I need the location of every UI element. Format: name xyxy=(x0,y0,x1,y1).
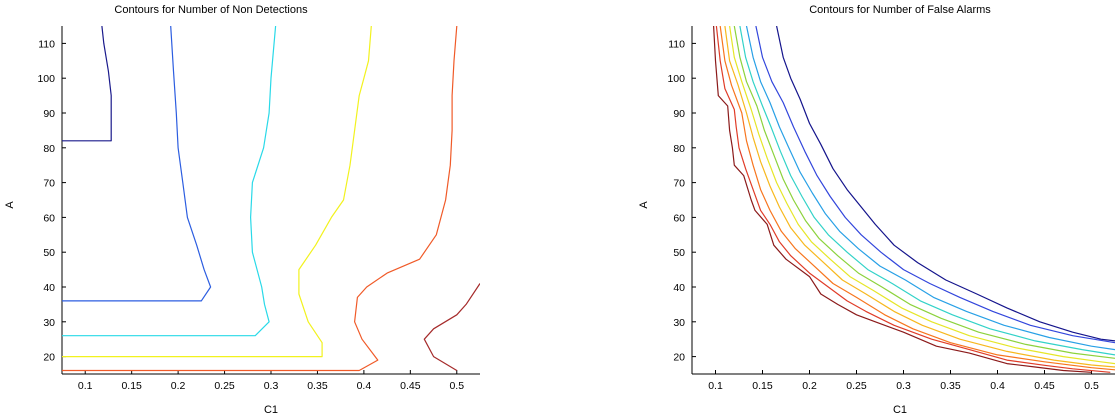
x-axis-label-non-detections: C1 xyxy=(264,404,278,416)
contour-line-3 xyxy=(62,26,277,337)
x-tick-label: 0.35 xyxy=(940,380,961,392)
x-tick-label: 0.1 xyxy=(708,380,723,392)
contour-line-5 xyxy=(729,26,1115,365)
contour-line-7 xyxy=(739,26,1115,356)
x-tick-label: 0.25 xyxy=(846,380,867,392)
contour-line-4 xyxy=(724,26,1115,368)
y-tick-label: 110 xyxy=(668,38,685,50)
contour-line-1 xyxy=(713,26,1092,373)
y-tick-label: 80 xyxy=(43,143,55,155)
contour-line-10 xyxy=(776,26,1115,342)
x-tick-label: 0.35 xyxy=(307,380,328,392)
contour-lines-false-alarms xyxy=(713,26,1115,373)
x-tick-label: 0.4 xyxy=(990,380,1005,392)
x-tick-label: 0.2 xyxy=(171,380,186,392)
x-axis-label-false-alarms: C1 xyxy=(893,404,907,416)
contour-line-6 xyxy=(733,26,1115,359)
y-tick-label: 90 xyxy=(673,108,685,120)
y-tick-label: 110 xyxy=(38,38,55,50)
chart-title-false-alarms: Contours for Number of False Alarms xyxy=(809,4,991,16)
y-tick-label: 100 xyxy=(667,73,685,85)
contour-line-2 xyxy=(715,26,1111,373)
y-tick-label: 40 xyxy=(43,282,55,294)
contour-lines-non-detections xyxy=(62,26,480,372)
contour-line-3 xyxy=(719,26,1115,371)
x-tick-label: 0.2 xyxy=(802,380,817,392)
y-tick-label: 60 xyxy=(673,212,685,224)
x-tick-label: 0.15 xyxy=(752,380,773,392)
contour-line-2 xyxy=(62,26,212,302)
y-tick-label: 30 xyxy=(673,317,685,329)
y-axis-label-false-alarms: A xyxy=(638,201,650,209)
x-tick-label: 0.5 xyxy=(449,380,464,392)
chart-title-non-detections: Contours for Number of Non Detections xyxy=(114,4,308,16)
chart-panel-non-detections: Contours for Number of Non Detections C1… xyxy=(4,4,480,416)
y-tick-label: 70 xyxy=(673,178,685,190)
x-tick-label: 0.15 xyxy=(121,380,142,392)
y-tick-label: 60 xyxy=(43,212,55,224)
contour-line-9 xyxy=(755,26,1115,344)
y-axis-label-non-detections: A xyxy=(4,201,16,209)
x-tick-label: 0.3 xyxy=(896,380,911,392)
y-tick-label: 20 xyxy=(43,352,55,364)
contour-line-5 xyxy=(62,26,458,372)
y-tick-label: 80 xyxy=(673,143,685,155)
y-tick-label: 90 xyxy=(43,108,55,120)
y-tick-label: 50 xyxy=(673,247,685,259)
y-tick-label: 70 xyxy=(43,178,55,190)
y-tick-label: 50 xyxy=(43,247,55,259)
x-tick-label: 0.45 xyxy=(1034,380,1055,392)
x-tick-label: 0.4 xyxy=(357,380,372,392)
x-tick-label: 0.45 xyxy=(400,380,421,392)
x-tick-label: 0.5 xyxy=(1084,380,1099,392)
chart-panel-false-alarms: Contours for Number of False Alarms C1 A… xyxy=(638,4,1115,416)
y-tick-label: 40 xyxy=(673,282,685,294)
y-tick-label: 20 xyxy=(673,352,685,364)
contour-line-1 xyxy=(62,26,112,142)
contour-line-6 xyxy=(423,283,480,372)
x-tick-label: 0.25 xyxy=(214,380,235,392)
x-tick-label: 0.1 xyxy=(78,380,93,392)
y-tick-label: 30 xyxy=(43,317,55,329)
y-tick-label: 100 xyxy=(37,73,55,85)
contour-line-4 xyxy=(62,26,372,358)
contour-line-8 xyxy=(745,26,1115,351)
x-tick-label: 0.3 xyxy=(264,380,279,392)
